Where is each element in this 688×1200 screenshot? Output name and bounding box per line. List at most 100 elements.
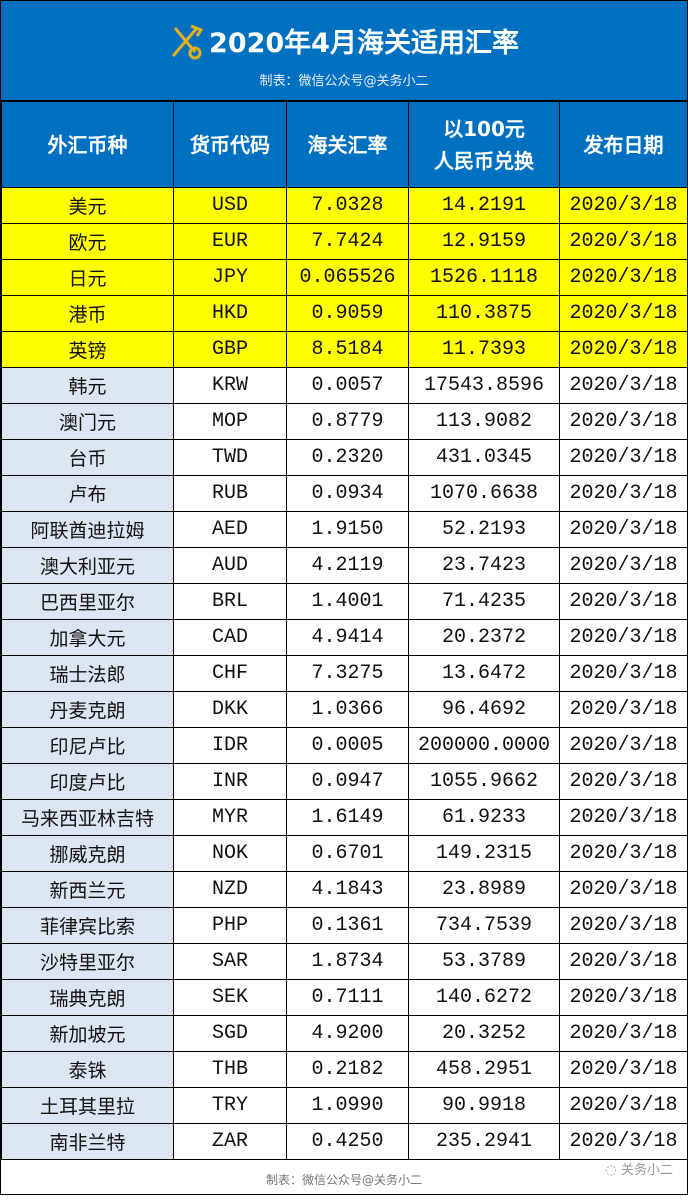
currency-name-cell: 澳大利亚元 bbox=[1, 547, 174, 584]
currency-code-cell: JPY bbox=[173, 259, 287, 296]
currency-code-cell: MYR bbox=[173, 799, 287, 836]
currency-code-cell: AED bbox=[173, 511, 287, 548]
currency-name-cell: 瑞士法郎 bbox=[1, 655, 174, 692]
per-100-cny-cell: 734.7539 bbox=[408, 907, 560, 944]
table-row: 土耳其里拉 TRY 1.0990 90.9918 2020/3/18 bbox=[1, 1087, 688, 1124]
currency-code-cell: MOP bbox=[173, 403, 287, 440]
currency-name-cell: 新西兰元 bbox=[1, 871, 174, 908]
per-100-cny-cell: 431.0345 bbox=[408, 439, 560, 476]
per-100-cny-cell: 149.2315 bbox=[408, 835, 560, 872]
table-row: 港币 HKD 0.9059 110.3875 2020/3/18 bbox=[1, 295, 688, 332]
table-row: 沙特里亚尔 SAR 1.8734 53.3789 2020/3/18 bbox=[1, 943, 688, 980]
currency-code-cell: TWD bbox=[173, 439, 287, 476]
per-100-cny-cell: 61.9233 bbox=[408, 799, 560, 836]
per-100-cny-cell: 17543.8596 bbox=[408, 367, 560, 404]
publish-date-cell: 2020/3/18 bbox=[559, 295, 688, 332]
table-row: 加拿大元 CAD 4.9414 20.2372 2020/3/18 bbox=[1, 619, 688, 656]
per-100-cny-cell: 90.9918 bbox=[408, 1087, 560, 1124]
table-row: 南非兰特 ZAR 0.4250 235.2941 2020/3/18 bbox=[1, 1123, 688, 1160]
title-banner: 2020年4月海关适用汇率 制表：微信公众号@关务小二 bbox=[1, 1, 687, 101]
table-row: 马来西亚林吉特 MYR 1.6149 61.9233 2020/3/18 bbox=[1, 799, 688, 836]
publish-date-cell: 2020/3/18 bbox=[559, 655, 688, 692]
publish-date-cell: 2020/3/18 bbox=[559, 583, 688, 620]
customs-rate-cell: 0.2182 bbox=[286, 1051, 409, 1088]
currency-code-cell: CAD bbox=[173, 619, 287, 656]
customs-rate-cell: 1.4001 bbox=[286, 583, 409, 620]
publish-date-cell: 2020/3/18 bbox=[559, 763, 688, 800]
customs-rate-cell: 0.2320 bbox=[286, 439, 409, 476]
publish-date-cell: 2020/3/18 bbox=[559, 259, 688, 296]
customs-rate-cell: 4.2119 bbox=[286, 547, 409, 584]
table-row: 新西兰元 NZD 4.1843 23.8989 2020/3/18 bbox=[1, 871, 688, 908]
customs-rate-cell: 8.5184 bbox=[286, 331, 409, 368]
currency-name-cell: 印度卢比 bbox=[1, 763, 174, 800]
publish-date-cell: 2020/3/18 bbox=[559, 979, 688, 1016]
publish-date-cell: 2020/3/18 bbox=[559, 619, 688, 656]
publish-date-cell: 2020/3/18 bbox=[559, 475, 688, 512]
table-row: 瑞典克朗 SEK 0.7111 140.6272 2020/3/18 bbox=[1, 979, 688, 1016]
per-100-cny-cell: 96.4692 bbox=[408, 691, 560, 728]
currency-name-cell: 印尼卢比 bbox=[1, 727, 174, 764]
publish-date-cell: 2020/3/18 bbox=[559, 835, 688, 872]
publish-date-cell: 2020/3/18 bbox=[559, 187, 688, 224]
currency-code-cell: GBP bbox=[173, 331, 287, 368]
customs-rate-cell: 0.0934 bbox=[286, 475, 409, 512]
currency-code-cell: IDR bbox=[173, 727, 287, 764]
publish-date-cell: 2020/3/18 bbox=[559, 367, 688, 404]
currency-name-cell: 沙特里亚尔 bbox=[1, 943, 174, 980]
currency-code-cell: HKD bbox=[173, 295, 287, 332]
per-100-cny-cell: 53.3789 bbox=[408, 943, 560, 980]
table-row: 澳门元 MOP 0.8779 113.9082 2020/3/18 bbox=[1, 403, 688, 440]
per-100-cny-cell: 458.2951 bbox=[408, 1051, 560, 1088]
currency-name-cell: 泰铢 bbox=[1, 1051, 174, 1088]
watermark: ◌ 关务小二 bbox=[606, 1162, 674, 1180]
customs-rate-cell: 0.0057 bbox=[286, 367, 409, 404]
currency-name-cell: 欧元 bbox=[1, 223, 174, 260]
publish-date-cell: 2020/3/18 bbox=[559, 1015, 688, 1052]
column-customs-rate: 海关汇率 bbox=[286, 101, 409, 188]
currency-code-cell: KRW bbox=[173, 367, 287, 404]
table-row: 瑞士法郎 CHF 7.3275 13.6472 2020/3/18 bbox=[1, 655, 688, 692]
subtitle: 制表：微信公众号@关务小二 bbox=[259, 73, 429, 89]
customs-rate-cell: 0.4250 bbox=[286, 1123, 409, 1160]
publish-date-cell: 2020/3/18 bbox=[559, 907, 688, 944]
table-row: 美元 USD 7.0328 14.2191 2020/3/18 bbox=[1, 187, 688, 224]
customs-rate-cell: 1.0990 bbox=[286, 1087, 409, 1124]
column-currency-code: 货币代码 bbox=[173, 101, 287, 188]
currency-name-cell: 菲律宾比索 bbox=[1, 907, 174, 944]
currency-name-cell: 澳门元 bbox=[1, 403, 174, 440]
customs-rate-cell: 0.0947 bbox=[286, 763, 409, 800]
customs-rate-cell: 0.1361 bbox=[286, 907, 409, 944]
per-100-cny-cell: 71.4235 bbox=[408, 583, 560, 620]
currency-name-cell: 英镑 bbox=[1, 331, 174, 368]
per-100-cny-cell: 110.3875 bbox=[408, 295, 560, 332]
currency-name-cell: 丹麦克朗 bbox=[1, 691, 174, 728]
publish-date-cell: 2020/3/18 bbox=[559, 403, 688, 440]
per-100-cny-cell: 13.6472 bbox=[408, 655, 560, 692]
footer-credit: 制表：微信公众号@关务小二 bbox=[265, 1173, 422, 1187]
customs-rate-cell: 1.8734 bbox=[286, 943, 409, 980]
publish-date-cell: 2020/3/18 bbox=[559, 691, 688, 728]
currency-code-cell: PHP bbox=[173, 907, 287, 944]
per-100-cny-cell: 235.2941 bbox=[408, 1123, 560, 1160]
per-100-cny-cell: 23.7423 bbox=[408, 547, 560, 584]
currency-name-cell: 卢布 bbox=[1, 475, 174, 512]
customs-rate-cell: 7.0328 bbox=[286, 187, 409, 224]
table-row: 阿联酋迪拉姆 AED 1.9150 52.2193 2020/3/18 bbox=[1, 511, 688, 548]
currency-code-cell: RUB bbox=[173, 475, 287, 512]
currency-name-cell: 南非兰特 bbox=[1, 1123, 174, 1160]
currency-code-cell: USD bbox=[173, 187, 287, 224]
currency-code-cell: NOK bbox=[173, 835, 287, 872]
currency-name-cell: 瑞典克朗 bbox=[1, 979, 174, 1016]
table-row: 挪威克朗 NOK 0.6701 149.2315 2020/3/18 bbox=[1, 835, 688, 872]
publish-date-cell: 2020/3/18 bbox=[559, 331, 688, 368]
customs-rate-cell: 1.0366 bbox=[286, 691, 409, 728]
currency-code-cell: INR bbox=[173, 763, 287, 800]
currency-code-cell: NZD bbox=[173, 871, 287, 908]
customs-rate-cell: 4.9200 bbox=[286, 1015, 409, 1052]
per-100-cny-cell: 12.9159 bbox=[408, 223, 560, 260]
currency-code-cell: SGD bbox=[173, 1015, 287, 1052]
customs-rate-cell: 4.1843 bbox=[286, 871, 409, 908]
title-text: 2020年4月海关适用汇率 bbox=[209, 28, 519, 59]
currency-code-cell: AUD bbox=[173, 547, 287, 584]
